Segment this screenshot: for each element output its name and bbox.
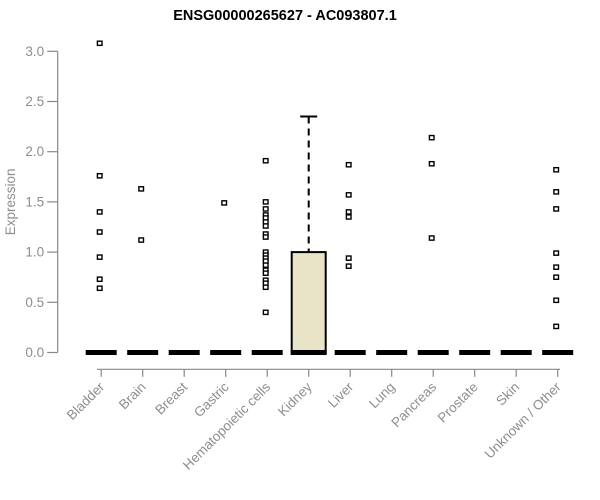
outlier-point xyxy=(96,276,103,283)
x-category-label: Brain xyxy=(116,379,149,412)
x-category-label: Lung xyxy=(366,379,398,411)
outlier-point xyxy=(428,235,435,241)
outlier-point xyxy=(96,172,103,179)
y-tick-label: 1.5 xyxy=(25,194,44,209)
outlier-point xyxy=(262,223,269,229)
x-category-label: Liver xyxy=(325,379,357,411)
outlier-point xyxy=(345,263,352,269)
y-tick-label: 2.5 xyxy=(25,94,44,109)
median-line xyxy=(168,350,200,355)
x-category-label: Kidney xyxy=(275,379,315,419)
outlier-point xyxy=(428,134,435,141)
outlier-point xyxy=(345,214,352,220)
outlier-point xyxy=(345,192,352,198)
median-line xyxy=(542,350,574,355)
median-line xyxy=(376,350,408,355)
x-category-label: Bladder xyxy=(64,379,108,423)
median-line xyxy=(251,350,283,355)
outlier-point xyxy=(553,297,560,304)
median-line xyxy=(85,350,117,355)
outlier-point xyxy=(262,262,269,268)
median-line xyxy=(127,350,159,355)
outlier-point xyxy=(345,209,352,215)
outlier-point xyxy=(553,166,560,173)
outlier-point xyxy=(553,206,560,212)
outlier-point xyxy=(262,157,269,164)
y-tick-label: 3.0 xyxy=(25,44,44,59)
outlier-point xyxy=(96,285,103,292)
x-category-label: Breast xyxy=(152,379,190,417)
median-line xyxy=(290,350,327,355)
median-line xyxy=(210,350,242,355)
x-category-label: Skin xyxy=(493,379,522,408)
outlier-point xyxy=(96,229,103,235)
y-tick-label: 2.0 xyxy=(25,144,44,159)
outlier-point xyxy=(262,199,269,205)
outlier-point xyxy=(553,264,560,270)
y-tick-label: 0.5 xyxy=(25,295,44,310)
x-category-label: Pancreas xyxy=(388,379,439,430)
outlier-point xyxy=(138,186,145,192)
median-line xyxy=(417,350,449,355)
outlier-point xyxy=(345,161,352,168)
outlier-point xyxy=(262,234,269,240)
x-category-label: Unknown / Other xyxy=(482,379,565,462)
outlier-point xyxy=(553,323,560,330)
outlier-point xyxy=(262,284,269,291)
outlier-point xyxy=(96,254,103,260)
outlier-point xyxy=(428,160,435,167)
outlier-point xyxy=(553,274,560,281)
outlier-point xyxy=(221,200,228,206)
median-line xyxy=(500,350,532,355)
outlier-point xyxy=(345,255,352,261)
outlier-point xyxy=(262,206,269,212)
median-line xyxy=(459,350,491,355)
box xyxy=(290,251,327,354)
y-tick-label: 0.0 xyxy=(25,345,44,360)
outlier-point xyxy=(96,40,103,47)
outlier-point xyxy=(553,189,560,195)
outlier-point xyxy=(262,270,269,276)
y-axis-title: Expression xyxy=(3,169,18,236)
outlier-point xyxy=(553,250,560,256)
median-line xyxy=(334,350,366,355)
x-category-label: Gastric xyxy=(191,379,232,420)
outlier-point xyxy=(262,309,269,316)
outlier-point xyxy=(96,209,103,215)
y-tick-label: 1.0 xyxy=(25,245,44,260)
chart-title: ENSG00000265627 - AC093807.1 xyxy=(173,8,397,24)
x-category-label: Prostate xyxy=(435,379,481,425)
outlier-point xyxy=(138,237,145,243)
